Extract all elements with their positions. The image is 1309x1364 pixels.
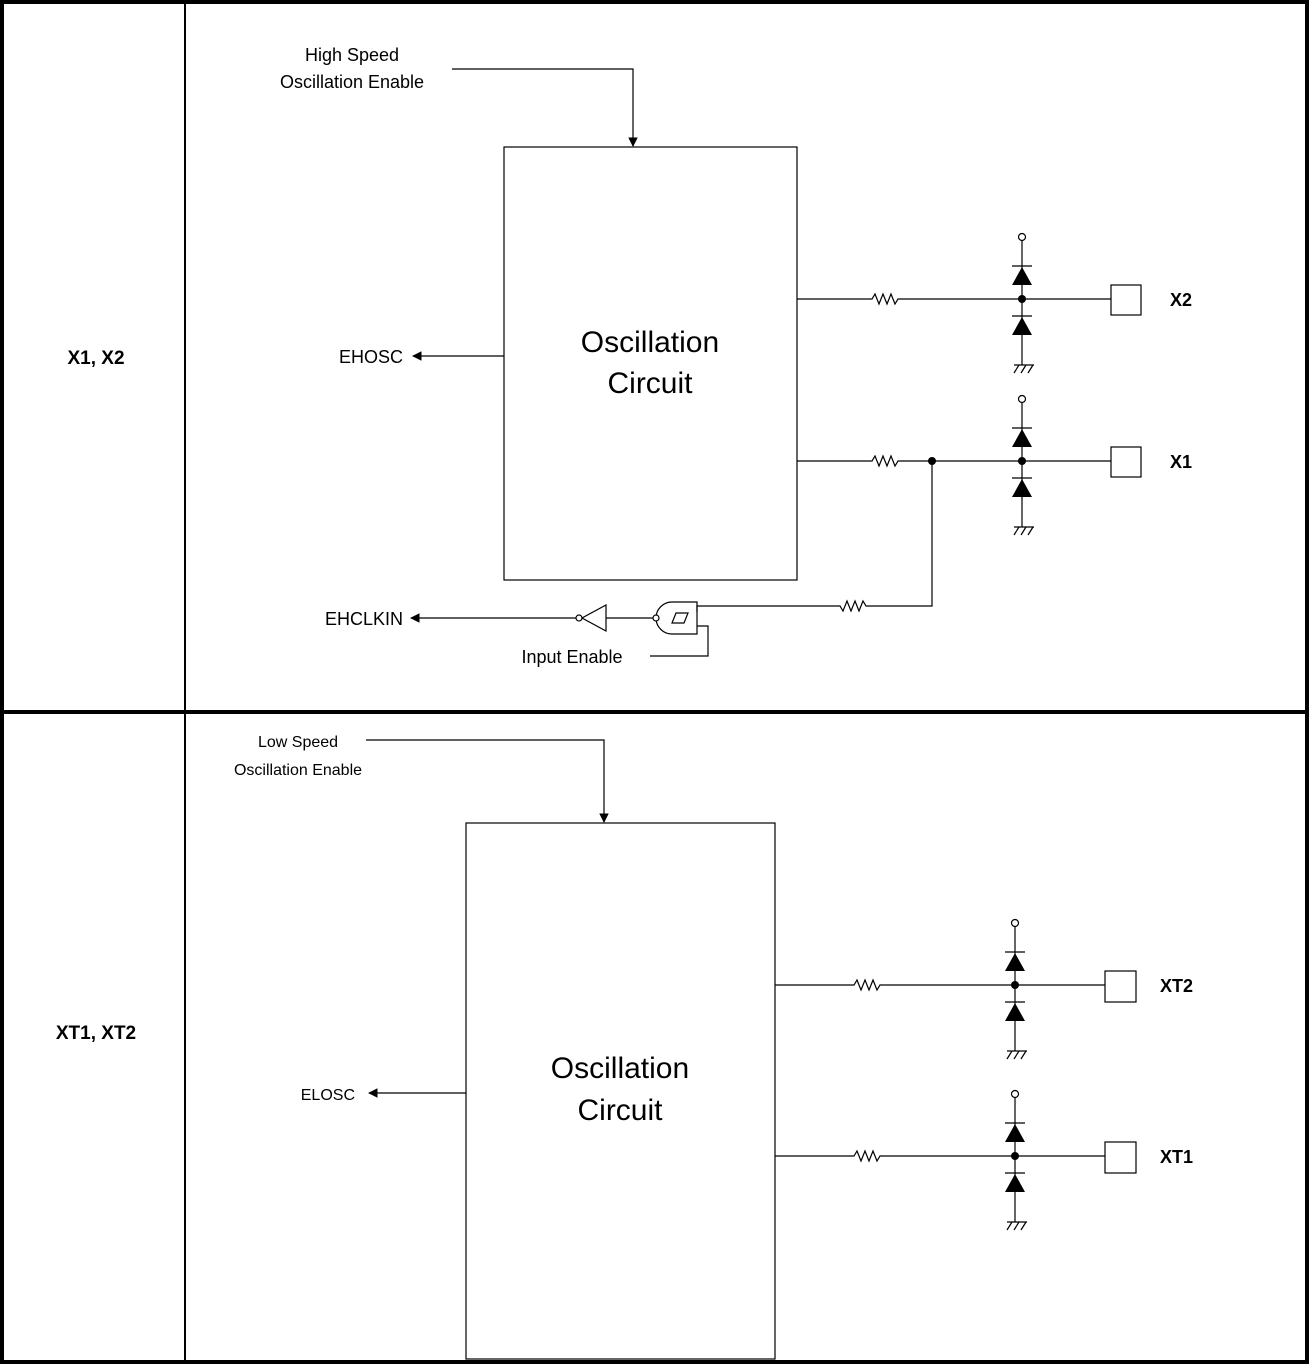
row-xt1-xt2: XT1, XT2 Low Speed Oscillation Enable Os… [56, 734, 1193, 1360]
pin-pad [1104, 970, 1137, 1003]
pin-x2-path [797, 232, 1142, 374]
enable-arrow [452, 68, 638, 147]
enable-label-line2: Oscillation Enable [280, 72, 424, 92]
clock-input-path [410, 461, 933, 657]
pin-pad [1104, 1141, 1137, 1174]
clock-in-signal-label: EHCLKIN [325, 609, 403, 629]
row-pin-label: XT1, XT2 [56, 1023, 136, 1044]
input-enable-label: Input Enable [521, 647, 622, 667]
oscillation-circuit-block [503, 146, 798, 581]
pin-pad [1110, 284, 1142, 316]
circuit-label-line2: Circuit [607, 367, 693, 400]
pin-lower-label: X1 [1170, 452, 1192, 472]
pin-upper-label: X2 [1170, 290, 1192, 310]
output-signal-label: ELOSC [301, 1087, 355, 1104]
inverter-buffer [580, 603, 607, 633]
pin-lower-label: XT1 [1160, 1147, 1193, 1167]
circuit-label-line2: Circuit [577, 1094, 663, 1127]
pin-x1-path [797, 394, 1142, 536]
enable-arrow [366, 739, 609, 823]
oscillation-circuit-block [465, 822, 776, 1360]
enable-label-line1: Low Speed [258, 734, 338, 751]
pin-xt1-path [775, 1089, 1137, 1231]
pin-pad [1110, 446, 1142, 478]
circuit-label-line1: Oscillation [551, 1052, 689, 1085]
output-signal-label: EHOSC [339, 347, 403, 367]
enable-label-line2: Oscillation Enable [234, 762, 362, 779]
pin-upper-label: XT2 [1160, 976, 1193, 996]
circuit-label-line1: Oscillation [581, 326, 719, 359]
enable-label-line1: High Speed [305, 45, 399, 65]
schmitt-gate [655, 601, 698, 635]
row-pin-label: X1, X2 [67, 348, 124, 369]
pin-xt2-path [775, 918, 1137, 1060]
row-x1-x2: X1, X2 High Speed Oscillation Enable Osc… [67, 45, 1192, 667]
